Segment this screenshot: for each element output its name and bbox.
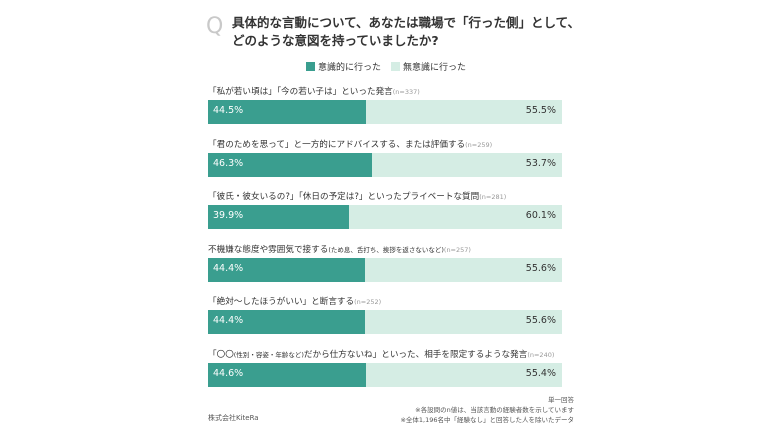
footnote-1: 単一回答 [548,396,574,404]
data-label-unintentional: 55.6% [525,315,556,326]
bar-segment-unintentional: 53.7% [371,152,562,177]
bar-segment-intentional: 39.9% [208,205,350,229]
row-label: 「絶対〜したほうがいい」と断言する(n=252) [208,296,562,308]
stacked-bar: 39.9% 60.1% [208,205,562,229]
footnotes: 単一回答 ※各設問のn値は、当該言動の経験者数を示しています ※全体1,196名… [400,395,574,425]
row-label: 「〇〇(性別・容姿・年齢など)だから仕方ないね」といった、相手を限定するような発… [208,349,562,361]
bar-segment-intentional: 44.6% [208,362,366,387]
row-label-text: 「〇〇 [208,349,234,360]
title-line-1: 具体的な言動について、あなたは職場で「行った側」として、 [232,15,581,30]
row-label-note: (ため息、舌打ち、挨拶を返さないなど) [328,245,444,254]
bar-row: 「君のためを思って」と一方的にアドバイスする、または評価する(n=259) 46.… [208,139,562,177]
bar-segment-unintentional: 55.4% [365,362,562,387]
row-label-text: 「私が若い頃は」「今の若い子は」といった発言 [208,87,393,97]
legend: 意識的に行った 無意識に行った [306,60,466,73]
bar-segment-unintentional: 55.5% [365,100,562,124]
legend-swatch-unintentional [391,62,401,71]
data-label-unintentional: 55.6% [525,262,556,274]
data-label-unintentional: 60.1% [525,210,556,221]
row-sample-size: (n=281) [479,193,507,201]
row-label-text: 「絶対〜したほうがいい」と断言する [208,297,355,307]
row-label-text: 「彼氏・彼女いるの?」「休日の予定は?」といったプライベートな質問 [208,192,480,202]
legend-swatch-intentional [306,62,315,71]
stacked-bar: 44.4% 55.6% [208,310,562,334]
data-label-unintentional: 53.7% [525,157,556,169]
stacked-bar: 46.3% 53.7% [208,152,562,177]
row-label-text: 不機嫌な態度や雰囲気で接する [208,244,329,255]
data-label-unintentional: 55.5% [525,105,556,116]
bar-row: 「〇〇(性別・容姿・年齢など)だから仕方ないね」といった、相手を限定するような発… [208,349,562,387]
data-label-intentional: 44.4% [213,262,244,274]
data-label-intentional: 39.9% [213,210,244,221]
stacked-bar: 44.6% 55.4% [208,362,562,387]
row-label: 「君のためを思って」と一方的にアドバイスする、または評価する(n=259) [208,139,562,151]
legend-label-intentional: 意識的に行った [318,63,382,73]
footnote-2: ※各設問のn値は、当該言動の経験者数を示しています [415,406,574,414]
row-sample-size: (n=337) [392,88,420,96]
data-label-intentional: 44.6% [213,367,244,379]
stacked-bar: 44.4% 55.6% [208,257,562,282]
bar-row: 不機嫌な態度や雰囲気で接する(ため息、舌打ち、挨拶を返さないなど)(n=257)… [208,244,562,282]
bar-row: 「私が若い頃は」「今の若い子は」といった発言(n=337) 44.5% 55.5% [208,86,562,124]
legend-item-intentional: 意識的に行った [306,60,381,73]
footnote-3: ※全体1,196名中「経験なし」と回答した人を除いたデータ [400,416,574,424]
data-label-unintentional: 55.4% [525,367,556,379]
credit: 株式会社KiteRa [208,414,259,422]
row-label: 「私が若い頃は」「今の若い子は」といった発言(n=337) [208,86,562,98]
row-label: 不機嫌な態度や雰囲気で接する(ため息、舌打ち、挨拶を返さないなど)(n=257) [208,244,562,256]
title-line-2: どのような意図を持っていましたか? [232,33,439,48]
legend-item-unintentional: 無意識に行った [391,60,466,73]
data-label-intentional: 44.4% [213,315,244,326]
question-mark-icon: Q [206,14,224,39]
bar-segment-unintentional: 60.1% [349,205,562,229]
bar-segment-unintentional: 55.6% [365,257,562,282]
chart-title: 具体的な言動について、あなたは職場で「行った側」として、 どのような意図を持って… [232,14,592,50]
row-sample-size: (n=259) [465,140,493,149]
row-sample-size: (n=257) [443,245,471,254]
row-sample-size: (n=240) [527,350,555,359]
bar-row: 「彼氏・彼女いるの?」「休日の予定は?」といったプライベートな質問(n=281)… [208,191,562,229]
row-label-note: (性別・容姿・年齢など) [233,350,304,359]
bar-segment-intentional: 46.3% [208,152,372,177]
bar-row: 「絶対〜したほうがいい」と断言する(n=252) 44.4% 55.6% [208,296,562,334]
bar-segment-intentional: 44.4% [208,310,366,334]
bar-segment-intentional: 44.4% [208,257,366,282]
stacked-bar: 44.5% 55.5% [208,100,562,124]
data-label-intentional: 46.3% [213,157,244,169]
row-label-text: 「君のためを思って」と一方的にアドバイスする、または評価する [208,139,466,150]
data-label-intentional: 44.5% [213,105,244,116]
row-label: 「彼氏・彼女いるの?」「休日の予定は?」といったプライベートな質問(n=281) [208,191,562,203]
row-label-tail: だから仕方ないね」といった、相手を限定するような発言 [303,349,528,360]
row-sample-size: (n=252) [354,298,382,306]
bar-segment-intentional: 44.5% [208,100,366,124]
legend-label-unintentional: 無意識に行った [403,63,467,73]
bar-segment-unintentional: 55.6% [365,310,562,334]
